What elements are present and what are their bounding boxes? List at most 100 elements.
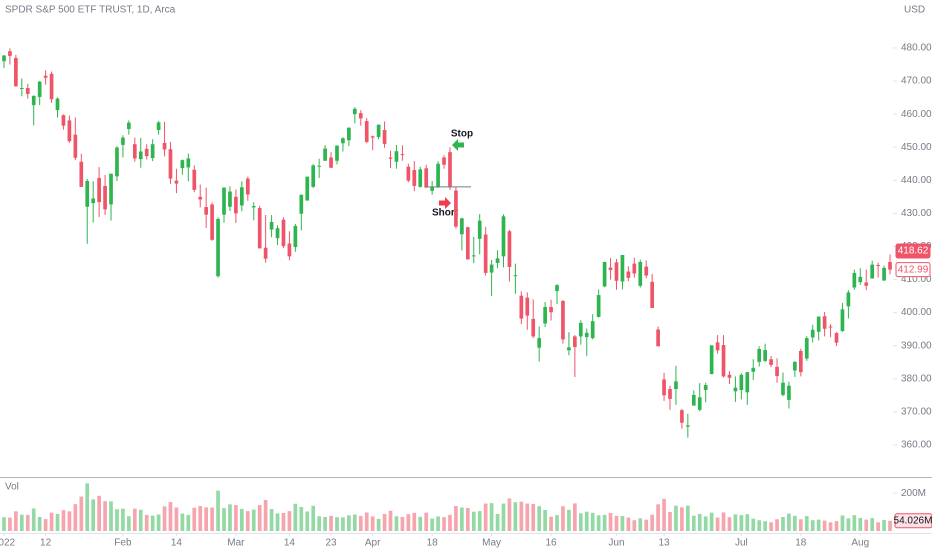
short-arrow	[439, 197, 451, 209]
candle-body	[525, 297, 530, 316]
candle-body	[382, 130, 387, 144]
candle-body	[757, 348, 762, 362]
volume-bar	[460, 507, 464, 531]
volume-bar	[85, 483, 90, 531]
volume-bar	[721, 512, 726, 531]
candle-body	[745, 372, 750, 393]
volume-tick-label: 200M	[901, 488, 926, 499]
volume-bar	[596, 515, 601, 531]
y-tick-label: 460.00	[901, 109, 932, 120]
volume-bar	[477, 511, 482, 531]
candle-body	[228, 191, 232, 207]
volume-bar	[37, 516, 42, 531]
volume-bar	[644, 519, 649, 531]
volume-bar	[846, 518, 851, 531]
candle-body	[501, 216, 506, 257]
volume-bar	[8, 517, 12, 531]
volume-bar	[697, 513, 702, 531]
volume-bar	[109, 501, 113, 531]
volume-bar	[388, 510, 393, 531]
y-tick-label: 430.00	[901, 208, 932, 219]
volume-bar	[19, 514, 24, 531]
volume-bar	[888, 520, 892, 531]
candle-body	[561, 301, 565, 340]
volume-label-box	[894, 513, 932, 529]
candle-body	[418, 169, 423, 187]
candle-body	[275, 228, 280, 239]
candle-body	[709, 345, 714, 375]
volume-bar	[709, 512, 714, 531]
volume-bar	[691, 515, 696, 531]
candle-body	[323, 148, 327, 161]
candle-body	[460, 218, 464, 235]
volume-bar	[150, 515, 155, 531]
volume-bar	[483, 503, 488, 531]
candle-body	[121, 137, 125, 145]
volume-bar	[198, 506, 203, 531]
candle-body	[204, 207, 209, 215]
volume-bar	[680, 507, 684, 531]
x-tick-label: Apr	[365, 538, 381, 549]
volume-value-label: 54.026M	[894, 515, 932, 526]
volume-bar	[228, 504, 232, 531]
candle-body	[674, 381, 678, 390]
candle-body	[257, 208, 262, 249]
candle-body	[739, 374, 744, 391]
x-tick-label: Jul	[735, 538, 748, 549]
volume-bar	[79, 496, 84, 531]
volume-bar	[489, 503, 494, 531]
y-tick-label: 470.00	[901, 76, 932, 87]
volume-bar	[769, 522, 773, 531]
x-tick-label: 14	[284, 538, 296, 549]
volume-bar	[501, 503, 506, 531]
volume-bar	[31, 508, 36, 531]
volume-bar	[204, 507, 209, 531]
x-tick-label: 12	[40, 538, 52, 549]
candle-body	[364, 121, 369, 142]
volume-label: Vol	[5, 482, 19, 493]
volume-bar	[436, 516, 440, 531]
x-tick-label: 18	[427, 538, 439, 549]
volume-bar	[127, 516, 131, 531]
candle-body	[477, 220, 482, 239]
candle-body	[132, 144, 137, 159]
candle-body	[430, 186, 434, 191]
candle-body	[97, 177, 101, 203]
candle-body	[115, 147, 119, 177]
x-tick-label: 13	[658, 538, 670, 549]
candle-body	[644, 266, 649, 276]
candle-body	[495, 258, 500, 263]
volume-bar	[620, 516, 625, 531]
candle-body	[156, 122, 161, 131]
volume-bar	[192, 507, 197, 531]
volume-bar	[418, 516, 423, 531]
candle-body	[216, 218, 220, 277]
candle-body	[483, 234, 488, 273]
volume-bar	[162, 506, 167, 531]
volume-bar	[174, 507, 179, 531]
candle-body	[436, 163, 440, 188]
volume-bar	[602, 514, 607, 531]
candle-body	[680, 410, 684, 423]
candle-body	[73, 134, 78, 158]
volume-bar	[317, 516, 321, 531]
candle-body	[798, 350, 803, 373]
volume-bar	[341, 517, 345, 531]
candle-body	[555, 285, 559, 292]
candle-body	[8, 51, 12, 56]
volume-bar	[335, 517, 339, 531]
candle-body	[299, 194, 304, 214]
candle-body	[864, 282, 869, 286]
volume-bar	[751, 518, 756, 531]
candle-body	[329, 157, 333, 168]
candle-body	[245, 178, 250, 195]
volume-bar	[329, 515, 333, 531]
volume-bar	[14, 511, 18, 531]
candle-body	[358, 113, 363, 119]
candle-body	[638, 261, 643, 286]
candle-body	[858, 276, 863, 283]
x-tick-label: 2022	[0, 538, 16, 549]
volume-bar	[424, 512, 429, 531]
volume-bar	[852, 515, 857, 531]
